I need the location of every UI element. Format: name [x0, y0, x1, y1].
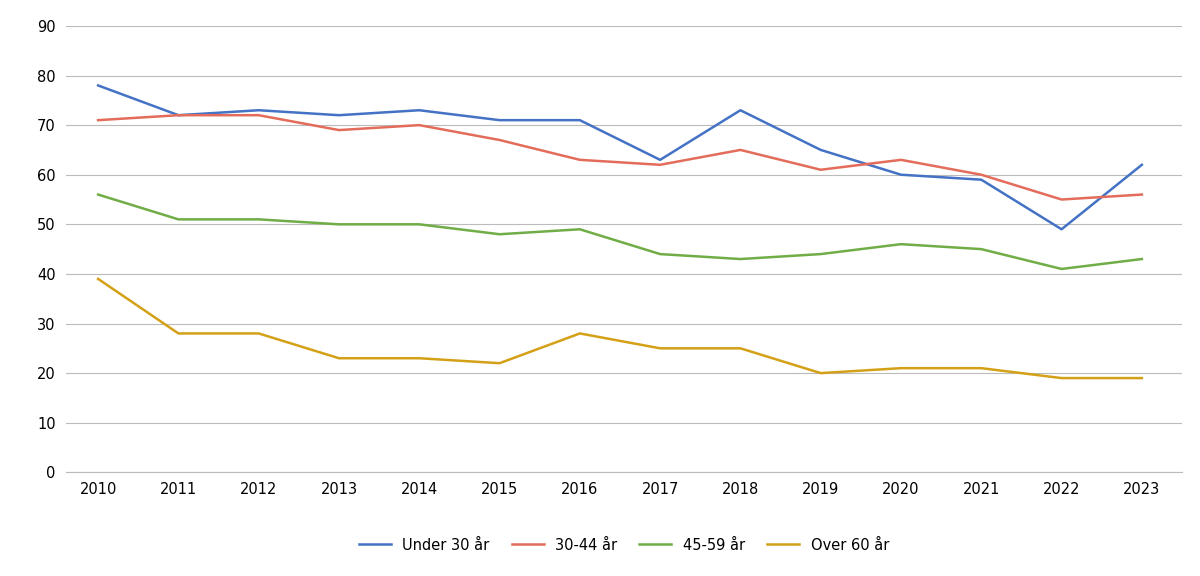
Over 60 år: [492, 360, 506, 367]
Under 30 år: [172, 112, 186, 119]
Under 30 år: [91, 82, 106, 89]
45-59 år: [252, 216, 266, 223]
Legend: Under 30 år, 30-44 år, 45-59 år, Over 60 år: Under 30 år, 30-44 år, 45-59 år, Over 60…: [359, 537, 889, 552]
Over 60 år: [733, 345, 748, 352]
30-44 år: [492, 137, 506, 143]
45-59 år: [653, 251, 667, 257]
Under 30 år: [492, 117, 506, 124]
Over 60 år: [252, 330, 266, 337]
30-44 år: [412, 122, 426, 128]
Under 30 år: [974, 176, 989, 183]
Over 60 år: [572, 330, 587, 337]
45-59 år: [412, 221, 426, 228]
30-44 år: [653, 161, 667, 168]
Under 30 år: [653, 157, 667, 164]
Over 60 år: [814, 370, 828, 377]
45-59 år: [172, 216, 186, 223]
30-44 år: [1135, 191, 1150, 198]
45-59 år: [974, 245, 989, 252]
Over 60 år: [653, 345, 667, 352]
30-44 år: [331, 127, 346, 134]
Under 30 år: [1135, 161, 1150, 168]
Over 60 år: [331, 355, 346, 362]
45-59 år: [572, 226, 587, 233]
45-59 år: [733, 256, 748, 263]
Under 30 år: [331, 112, 346, 119]
Under 30 år: [252, 107, 266, 113]
Over 60 år: [894, 365, 908, 372]
30-44 år: [172, 112, 186, 119]
Under 30 år: [733, 107, 748, 113]
45-59 år: [814, 251, 828, 257]
30-44 år: [733, 146, 748, 153]
Line: Under 30 år: Under 30 år: [98, 85, 1142, 229]
45-59 år: [331, 221, 346, 228]
Over 60 år: [412, 355, 426, 362]
30-44 år: [1055, 196, 1069, 203]
Under 30 år: [814, 146, 828, 153]
Over 60 år: [91, 275, 106, 282]
Under 30 år: [1055, 226, 1069, 233]
Line: Over 60 år: Over 60 år: [98, 279, 1142, 378]
Over 60 år: [172, 330, 186, 337]
Over 60 år: [1055, 374, 1069, 381]
45-59 år: [492, 231, 506, 238]
30-44 år: [572, 157, 587, 164]
Line: 30-44 år: 30-44 år: [98, 115, 1142, 199]
30-44 år: [974, 171, 989, 178]
Over 60 år: [974, 365, 989, 372]
45-59 år: [894, 241, 908, 248]
Line: 45-59 år: 45-59 år: [98, 195, 1142, 269]
Over 60 år: [1135, 374, 1150, 381]
30-44 år: [252, 112, 266, 119]
30-44 år: [91, 117, 106, 124]
45-59 år: [91, 191, 106, 198]
Under 30 år: [572, 117, 587, 124]
30-44 år: [894, 157, 908, 164]
Under 30 år: [412, 107, 426, 113]
45-59 år: [1055, 266, 1069, 272]
Under 30 år: [894, 171, 908, 178]
45-59 år: [1135, 256, 1150, 263]
30-44 år: [814, 166, 828, 173]
